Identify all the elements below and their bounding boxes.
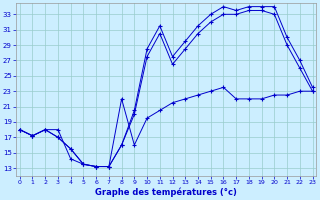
X-axis label: Graphe des températures (°c): Graphe des températures (°c) bbox=[95, 188, 237, 197]
